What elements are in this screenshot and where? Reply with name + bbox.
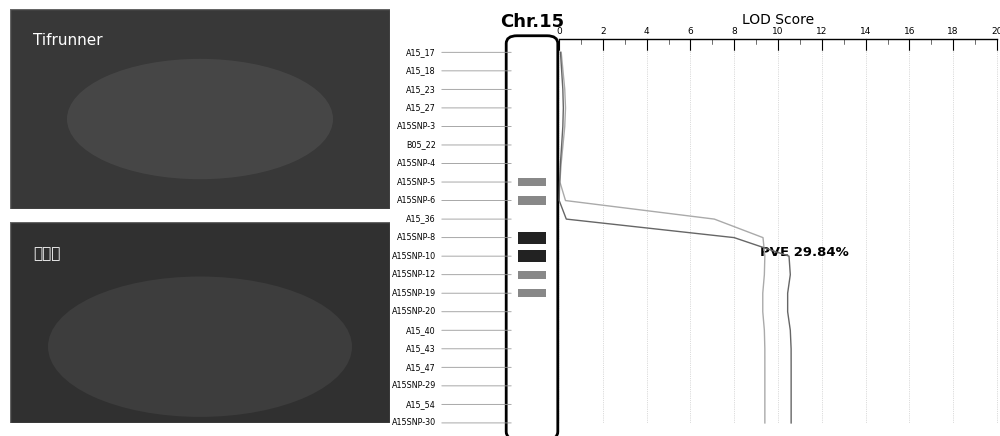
Text: 4: 4 [644,27,649,36]
Text: 18: 18 [947,27,959,36]
Text: A15_27: A15_27 [406,103,436,112]
Text: A15_36: A15_36 [406,215,436,224]
Bar [518,178,546,186]
Text: 10: 10 [772,27,784,36]
Text: PVE 29.84%: PVE 29.84% [760,246,849,259]
Text: 8: 8 [731,27,737,36]
Text: A15SNP-19: A15SNP-19 [392,289,436,298]
Text: A15SNP-30: A15SNP-30 [392,419,436,427]
Text: 6: 6 [688,27,693,36]
Text: A15_23: A15_23 [406,85,436,94]
Text: A15_47: A15_47 [406,363,436,372]
Text: 伏花生: 伏花生 [33,246,60,262]
Text: A15_40: A15_40 [406,326,436,335]
Ellipse shape [67,59,333,179]
Text: LOD Score: LOD Score [742,13,814,27]
Text: A15SNP-10: A15SNP-10 [392,252,436,261]
Text: A15_43: A15_43 [406,344,436,353]
Text: 16: 16 [904,27,915,36]
Text: 2: 2 [600,27,606,36]
Text: A15_18: A15_18 [406,66,436,75]
Bar [518,232,546,244]
Bar [518,197,546,204]
Text: 14: 14 [860,27,871,36]
Text: Chr.15: Chr.15 [500,13,564,31]
Text: A15SNP-29: A15SNP-29 [392,382,436,390]
Text: A15SNP-5: A15SNP-5 [397,177,436,187]
Bar [518,250,546,262]
FancyBboxPatch shape [506,36,558,436]
Text: A15SNP-20: A15SNP-20 [392,307,436,316]
Text: Tifrunner: Tifrunner [33,33,102,48]
Text: A15_54: A15_54 [406,400,436,409]
Text: B05_22: B05_22 [406,140,436,150]
Text: A15_17: A15_17 [406,48,436,57]
Bar [518,271,546,279]
Text: A15SNP-3: A15SNP-3 [397,122,436,131]
Text: 0: 0 [556,27,562,36]
Text: A15SNP-6: A15SNP-6 [397,196,436,205]
Bar [518,289,546,297]
Text: 12: 12 [816,27,827,36]
Text: A15SNP-8: A15SNP-8 [397,233,436,242]
Text: 20: 20 [991,27,1000,36]
Text: A15SNP-12: A15SNP-12 [392,270,436,279]
Ellipse shape [48,276,352,417]
Text: A15SNP-4: A15SNP-4 [397,159,436,168]
